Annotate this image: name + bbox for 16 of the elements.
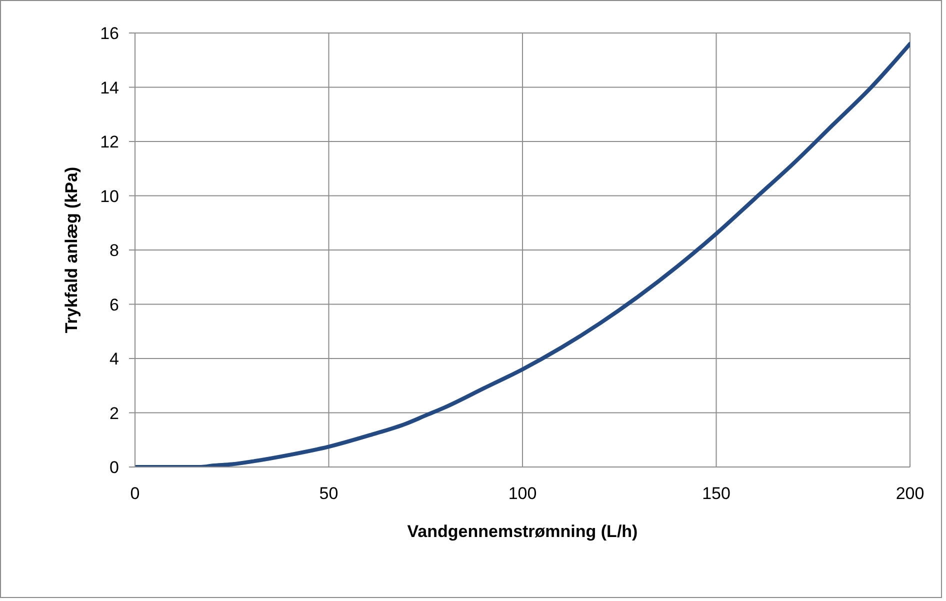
y-tick-label: 10 [100, 186, 119, 206]
y-axis-title: Trykfald anlæg (kPa) [62, 166, 82, 334]
y-tick-label: 4 [110, 350, 119, 369]
x-axis-title: Vandgennemstrømning (L/h) [407, 522, 638, 541]
x-tick-label: 50 [319, 484, 338, 504]
x-tick-label: 0 [130, 484, 140, 504]
y-tick-label: 2 [110, 404, 119, 423]
x-tick-label: 200 [896, 484, 924, 504]
y-tick-label: 12 [100, 132, 119, 152]
y-tick-label: 0 [110, 458, 119, 478]
x-tick-label: 100 [508, 484, 537, 504]
y-tick-label: 6 [110, 295, 119, 314]
y-tick-label: 16 [100, 24, 119, 44]
y-tick-label: 8 [110, 241, 119, 260]
y-tick-label: 14 [100, 78, 119, 98]
x-tick-label: 150 [702, 484, 730, 504]
